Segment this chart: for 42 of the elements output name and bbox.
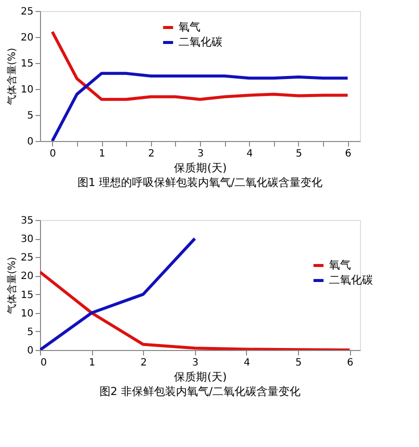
y-tick-label: 15 [20, 58, 34, 70]
line-series [50, 72, 350, 141]
y-tick-label: 25 [20, 252, 34, 264]
x-tick-label: 2 [148, 148, 154, 160]
y-tick-label: 15 [20, 290, 34, 301]
legend-label: 氧气 [329, 258, 351, 272]
y-axis-title: 气体含量(%) [6, 256, 18, 314]
x-tick-label: 3 [197, 148, 204, 160]
y-tick-label: 35 [20, 216, 34, 226]
caption: 图2 非保鲜包装内氧气/二氧化碳含量变化 [99, 385, 301, 398]
x-tick-label: 4 [246, 148, 253, 160]
y-tick-label: 20 [20, 32, 34, 44]
x-tick-label: 5 [296, 148, 302, 160]
x-tick-label: 2 [140, 358, 147, 368]
x-tick-label: 1 [88, 358, 96, 368]
y-tick-label: 5 [27, 110, 34, 122]
x-tick-label: 6 [345, 148, 352, 160]
x-tick-label: 0 [50, 148, 56, 160]
line-series [50, 30, 350, 101]
x-tick-label: 5 [295, 358, 302, 368]
x-tick-label: 0 [40, 358, 47, 368]
y-tick-label: 0 [27, 346, 34, 356]
y-axis-title: 气体含量(%) [6, 48, 18, 106]
legend-label: 二氧化碳 [329, 274, 373, 286]
x-tick-label: 3 [192, 358, 199, 368]
legend-label: 二氧化碳 [178, 36, 223, 48]
y-tick-label: 30 [20, 234, 34, 246]
y-tick-label: 20 [20, 271, 34, 282]
caption: 图1 理想的呼吸保鲜包装内氧气/二氧化碳含量变化 [77, 176, 323, 189]
y-tick-label: 10 [20, 84, 34, 96]
legend-label: 氧气 [178, 20, 201, 34]
line-series [40, 270, 352, 350]
y-tick-label: 5 [27, 326, 34, 338]
x-tick-label: 1 [98, 148, 106, 160]
x-axis-title: 保质期(天) [174, 162, 227, 174]
line-series [40, 237, 196, 350]
y-tick-label: 0 [27, 136, 34, 148]
x-axis-title: 保质期(天) [174, 370, 227, 384]
x-tick-label: 6 [346, 358, 354, 368]
y-tick-label: 25 [20, 6, 34, 18]
y-tick-label: 10 [20, 308, 34, 320]
x-tick-label: 4 [244, 358, 250, 368]
